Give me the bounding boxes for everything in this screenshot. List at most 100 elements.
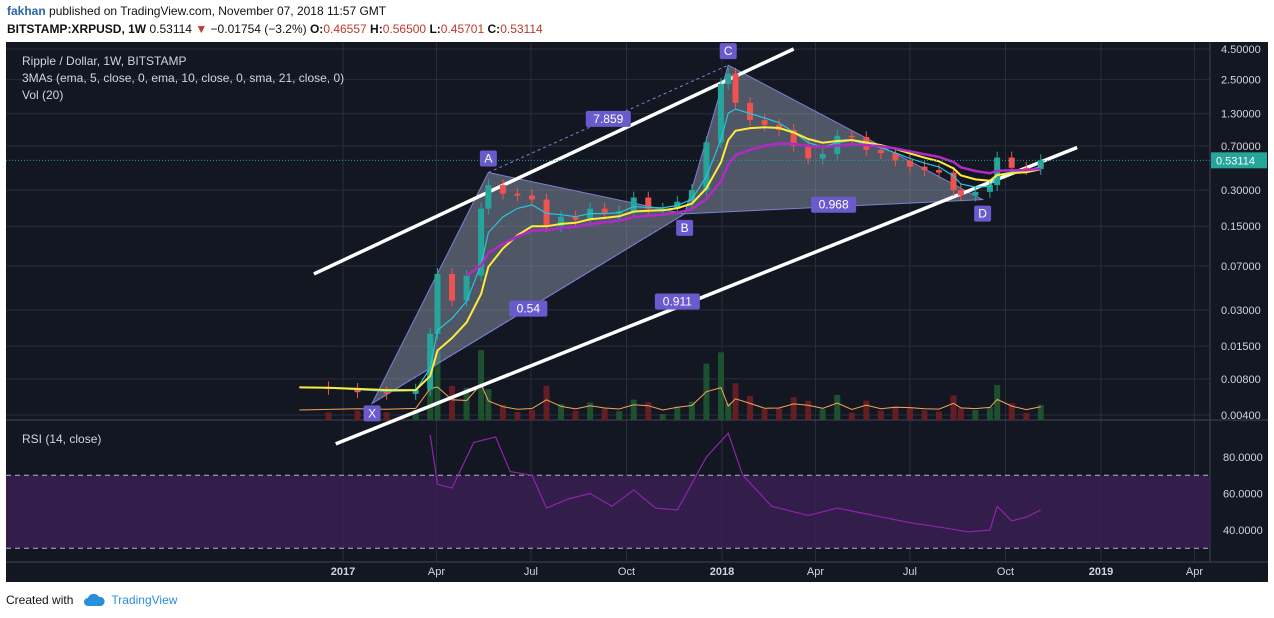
candle-body — [805, 145, 812, 159]
volume-bar — [514, 411, 521, 420]
sma21-line — [465, 142, 1041, 277]
candle-body — [761, 120, 768, 125]
candle-body — [848, 135, 855, 138]
volume-bar — [354, 410, 361, 420]
pattern-ratio-bg — [509, 300, 548, 317]
price-tick-label: 0.01500 — [1221, 341, 1261, 353]
volume-bar — [761, 408, 768, 420]
volume-bar — [412, 409, 419, 420]
volume-bar — [645, 402, 652, 420]
high-value: 0.56500 — [382, 22, 427, 36]
ma-legend: 3MAs (ema, 5, close, 0, ema, 10, close, … — [22, 71, 345, 85]
price-tick-label: 0.30000 — [1221, 185, 1261, 197]
pattern-ratio: 0.54 — [517, 302, 541, 316]
ema10-line — [299, 126, 1042, 392]
rsi-tick-label: 80.0000 — [1223, 452, 1263, 464]
author-link[interactable]: fakhan — [7, 4, 46, 18]
pattern-point-C-bg — [719, 43, 737, 60]
volume-bar — [892, 406, 899, 420]
volume-bar — [863, 400, 870, 420]
candle-body — [354, 388, 361, 393]
footer: Created with TradingView — [6, 593, 177, 607]
volume-bar — [1008, 403, 1015, 420]
volume-bar — [906, 407, 913, 420]
volume-bar — [449, 385, 456, 420]
price-tick-label: 2.50000 — [1221, 75, 1261, 87]
candle-body — [972, 191, 979, 196]
candle-body — [427, 333, 434, 390]
volume-bar — [630, 399, 637, 420]
volume-bar — [819, 409, 826, 420]
candle-body — [383, 392, 390, 394]
candle-body — [1023, 167, 1030, 170]
rsi-tick-label: 40.0000 — [1223, 525, 1263, 537]
tradingview-link[interactable]: TradingView — [111, 593, 178, 607]
price-tick-label: 0.70000 — [1221, 141, 1261, 153]
open-value: 0.46557 — [323, 22, 367, 36]
pattern-point-D: D — [978, 207, 987, 221]
candle-body — [478, 208, 485, 276]
volume-bar — [528, 409, 535, 420]
candle-body — [921, 166, 928, 171]
tradingview-cloud-icon — [84, 593, 105, 606]
time-tick-label: Oct — [618, 566, 635, 578]
volume-bar — [1023, 412, 1030, 420]
candle-body — [1037, 160, 1044, 169]
volume-bar — [725, 403, 732, 420]
time-tick-label: Apr — [807, 566, 824, 578]
candle-body — [877, 149, 884, 154]
candle-body — [819, 153, 826, 159]
candle-body — [747, 102, 754, 121]
volume-bar — [805, 400, 812, 420]
volume-bar — [543, 385, 550, 420]
pattern-ratio-bg — [654, 293, 700, 310]
candle-body — [449, 273, 456, 301]
pattern-point-B: B — [681, 221, 689, 235]
candle-body — [601, 208, 608, 214]
pattern-ratio-bg — [811, 196, 857, 213]
chart-svg[interactable]: X A B C D 0.54 7.859 0.968 0.911 0.53114 4.50000 2.… — [6, 42, 1268, 582]
candle-body — [790, 130, 797, 146]
time-tick-label: Oct — [997, 566, 1014, 578]
candle-body — [892, 153, 899, 161]
chart-panel[interactable]: X A B C D 0.54 7.859 0.968 0.911 0.53114 4.50000 2.… — [6, 42, 1268, 582]
volume-bar — [986, 406, 993, 420]
volume-bar — [972, 410, 979, 420]
volume-bar — [994, 384, 1001, 420]
candle-body — [1008, 157, 1015, 168]
volume-bar — [383, 412, 390, 420]
channel-trendline — [335, 145, 1078, 446]
volume-bar — [499, 404, 506, 420]
candle-body — [986, 185, 993, 192]
volume-bar — [572, 410, 579, 420]
candle-body — [485, 185, 492, 209]
volume-bar — [950, 395, 957, 420]
time-tick-label: 2018 — [710, 566, 734, 578]
candle-body — [957, 190, 964, 196]
chart-title: Ripple / Dollar, 1W, BITSTAMP — [22, 54, 187, 68]
candle-body — [572, 216, 579, 220]
candle-body — [499, 185, 506, 194]
time-tick-label: Apr — [1186, 566, 1203, 578]
volume-bar — [848, 412, 855, 420]
candle-body — [630, 197, 637, 212]
publish-info: fakhan published on TradingView.com, Nov… — [7, 4, 386, 18]
close-value: 0.53114 — [500, 22, 543, 36]
price-tick-label: 0.00400 — [1221, 410, 1261, 422]
volume-bar — [1037, 404, 1044, 420]
volume-bar — [921, 410, 928, 420]
volume-bar — [957, 408, 964, 420]
rsi-legend: RSI (14, close) — [22, 432, 102, 446]
volume-bar — [732, 383, 739, 420]
volume-bar — [674, 406, 681, 420]
created-with: Created with — [6, 593, 74, 607]
last-price-tag: 0.53114 — [1216, 155, 1255, 167]
volume-bar — [776, 408, 783, 420]
symbol: BITSTAMP:XRPUSD, 1W — [7, 22, 147, 36]
price-tick-label: 0.03000 — [1221, 305, 1261, 317]
volume-bar — [485, 389, 492, 420]
time-tick-label: Jul — [903, 566, 917, 578]
candle-body — [587, 208, 594, 220]
volume-bar — [558, 403, 565, 420]
volume-bar — [747, 395, 754, 420]
